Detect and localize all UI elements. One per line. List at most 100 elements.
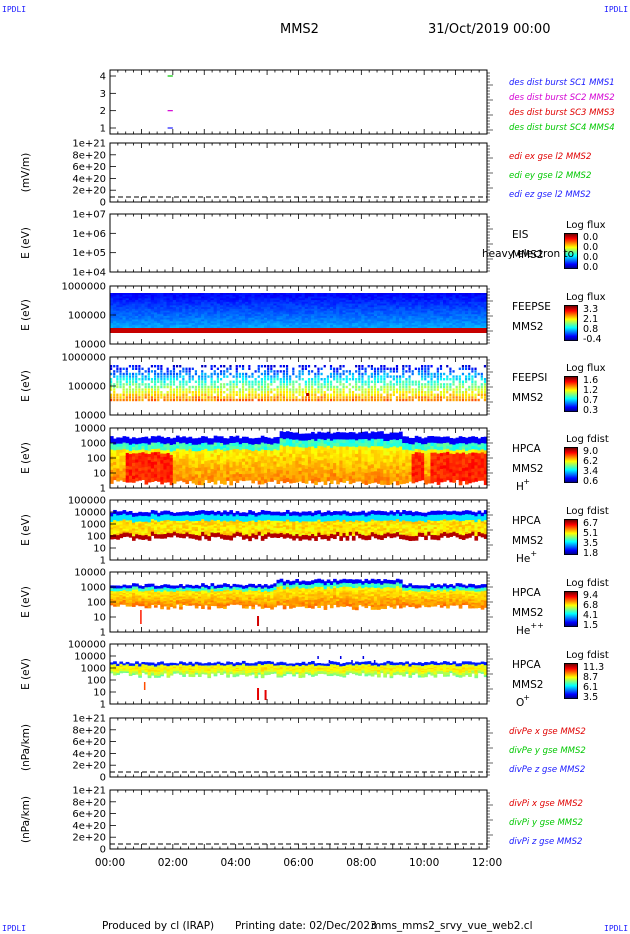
spectrogram-cell bbox=[110, 449, 114, 454]
spectrogram-cell bbox=[172, 365, 176, 368]
spectrogram-cell bbox=[304, 365, 307, 368]
spectrogram-cell bbox=[298, 310, 303, 314]
spectrogram-cell bbox=[295, 319, 299, 323]
spectrogram-cell bbox=[386, 308, 391, 312]
spectrogram-cell bbox=[270, 314, 274, 317]
spectrogram-cell bbox=[458, 388, 461, 391]
spectrogram-cell bbox=[311, 317, 315, 321]
spectrogram-cell bbox=[427, 310, 431, 314]
spectrogram-cell bbox=[179, 477, 183, 481]
spectrogram-cell bbox=[358, 308, 362, 312]
spectrogram-cell bbox=[480, 305, 485, 309]
spectrogram-cell bbox=[223, 467, 227, 472]
spectrogram-cell bbox=[201, 436, 205, 441]
spectrogram-cell bbox=[421, 303, 425, 307]
spectrogram-cell bbox=[417, 303, 422, 307]
spectrogram-cell bbox=[458, 296, 463, 300]
spectrogram-cell bbox=[153, 326, 158, 330]
spectrogram-cell bbox=[138, 307, 142, 310]
spectrogram-cell bbox=[367, 319, 372, 323]
spectrogram-cell bbox=[433, 375, 436, 378]
spectrogram-cell bbox=[439, 378, 443, 381]
spectrogram-cell bbox=[267, 301, 271, 305]
spectrogram-cell bbox=[223, 300, 227, 303]
spectrogram-cell bbox=[383, 391, 386, 394]
spectrogram-cell bbox=[446, 319, 450, 323]
spectrogram-cell bbox=[427, 301, 431, 305]
spectrogram-cell bbox=[207, 388, 210, 391]
spectrogram-cell bbox=[383, 388, 386, 391]
spectrogram-cell bbox=[213, 293, 218, 296]
spectrogram-cell bbox=[386, 367, 389, 370]
spectrogram-cell bbox=[157, 296, 161, 300]
spectrogram-cell bbox=[179, 388, 182, 391]
spectrogram-cell bbox=[201, 460, 205, 465]
spectrogram-cell bbox=[128, 323, 133, 326]
spectrogram-cell bbox=[348, 307, 353, 310]
spectrogram-cell bbox=[427, 398, 430, 402]
spectrogram-cell bbox=[370, 319, 375, 323]
spectrogram-cell bbox=[163, 324, 168, 328]
spectrogram-cell bbox=[179, 461, 183, 466]
spectrogram-cell bbox=[113, 301, 117, 305]
spectrogram-cell bbox=[113, 444, 117, 448]
spectrogram-cell bbox=[223, 444, 227, 449]
spectrogram-cell bbox=[392, 312, 397, 316]
spectrogram-cell bbox=[355, 398, 358, 402]
spectrogram-cell bbox=[358, 315, 362, 319]
spectrogram-cell bbox=[172, 326, 177, 330]
spectrogram-cell bbox=[226, 301, 230, 305]
spectrogram-cell bbox=[219, 453, 224, 457]
spectrogram-cell bbox=[238, 312, 243, 316]
spectrogram-cell bbox=[461, 315, 466, 319]
spectrogram-cell bbox=[157, 445, 161, 450]
spectrogram-cell bbox=[395, 301, 400, 305]
spectrogram-cell bbox=[389, 303, 394, 307]
spectrogram-cell bbox=[204, 451, 208, 456]
spectrogram-cell bbox=[317, 294, 321, 298]
spectrogram-cell bbox=[182, 324, 186, 328]
spectrogram-cell bbox=[285, 324, 290, 328]
spectrogram-cell bbox=[355, 388, 358, 391]
spectrogram-cell bbox=[273, 398, 276, 402]
spectrogram-cell bbox=[157, 321, 161, 324]
spectrogram-cell bbox=[377, 305, 381, 309]
spectrogram-cell bbox=[185, 473, 190, 478]
spectrogram-cell bbox=[150, 324, 155, 328]
spectrogram-cell bbox=[392, 314, 397, 317]
spectrogram-cell bbox=[279, 303, 284, 307]
spectrogram-cell bbox=[304, 314, 309, 317]
spectrogram-cell bbox=[377, 312, 381, 316]
spectrogram-cell bbox=[207, 391, 210, 394]
spectrogram-cell bbox=[141, 321, 146, 324]
spectrogram-cell bbox=[150, 455, 155, 460]
spectrogram-cell bbox=[248, 315, 252, 319]
spectrogram-cell bbox=[229, 388, 232, 391]
y-tick-label: 100000 bbox=[68, 311, 106, 322]
spectrogram-cell bbox=[373, 312, 378, 316]
spectrogram-cell bbox=[197, 467, 202, 472]
spectrogram-cell bbox=[345, 319, 350, 323]
spectrogram-cell bbox=[386, 303, 391, 307]
legend-entry: des dist burst SC3 MMS3 bbox=[509, 108, 615, 118]
spectrogram-cell bbox=[361, 293, 365, 296]
spectrogram-cell bbox=[113, 293, 117, 296]
spectrogram-cell bbox=[301, 367, 304, 370]
spectrogram-cell bbox=[125, 456, 130, 460]
spectrogram-cell bbox=[113, 319, 117, 323]
spectrogram-cell bbox=[402, 314, 406, 317]
colorbar-tick-label: 1.2 bbox=[583, 385, 598, 396]
spectrogram-cell bbox=[204, 448, 208, 453]
spectrogram-cell bbox=[169, 398, 172, 402]
spectrogram-cell bbox=[163, 323, 168, 326]
spectrogram-cell bbox=[361, 391, 364, 394]
spectrogram-cell bbox=[197, 324, 202, 328]
spectrogram-cell bbox=[172, 321, 177, 324]
spectrogram-cell bbox=[436, 293, 441, 296]
spectrogram-cell bbox=[361, 393, 364, 396]
datetime-title: 31/Oct/2019 00:00 bbox=[428, 22, 551, 37]
spectrogram-cell bbox=[166, 321, 171, 324]
spectrogram-cell bbox=[169, 301, 174, 305]
spectrogram-cell bbox=[135, 380, 138, 383]
spectrogram-cell bbox=[430, 319, 435, 323]
